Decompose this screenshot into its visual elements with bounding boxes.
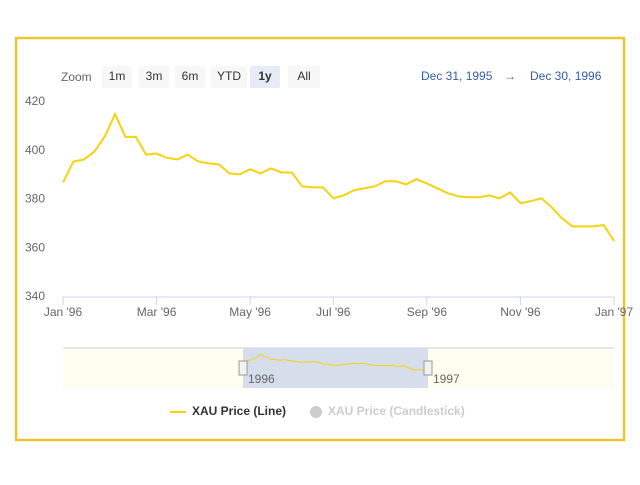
navigator-label: 1996 [248,372,275,386]
y-tick-label: 400 [25,143,45,157]
range-button-label[interactable]: All [297,69,310,83]
y-tick-label: 420 [25,94,45,108]
zoom-label: Zoom [61,70,92,84]
x-tick-label: Nov '96 [500,305,541,319]
range-button-label[interactable]: 3m [146,69,163,83]
range-button[interactable] [175,66,205,88]
date-from: Dec 31, 1995 [421,69,493,83]
x-tick-label: May '96 [229,305,271,319]
navigator-selection [243,348,428,388]
range-button[interactable] [211,66,247,88]
range-button-label[interactable]: 1y [258,69,272,83]
date-to: Dec 30, 1996 [530,69,602,83]
range-button-label[interactable]: 1m [109,69,126,83]
range-button-label[interactable]: YTD [217,69,241,83]
x-tick-label: Jul '96 [316,305,351,319]
navigator-handle[interactable] [423,360,433,376]
x-tick-label: Mar '96 [137,305,177,319]
navigator-label: 1997 [433,372,460,386]
range-button[interactable] [102,66,132,88]
navigator-handle[interactable] [238,360,248,376]
y-tick-label: 380 [25,192,45,206]
y-tick-label: 360 [25,240,45,254]
range-button[interactable] [139,66,169,88]
legend-symbol [310,406,322,418]
date-arrow: → [504,69,516,83]
range-button[interactable] [250,66,280,88]
range-button-label[interactable]: 6m [182,69,199,83]
x-tick-label: Jan '96 [44,305,83,319]
legend-label[interactable]: XAU Price (Line) [192,404,286,418]
x-tick-label: Sep '96 [407,305,448,319]
price-line [62,111,615,242]
legend-label[interactable]: XAU Price (Candlestick) [328,404,465,418]
range-button[interactable] [288,66,320,88]
x-tick-label: Jan '97 [595,305,634,319]
y-tick-label: 340 [25,289,45,303]
navigator-line [242,353,429,373]
frame [14,36,626,442]
